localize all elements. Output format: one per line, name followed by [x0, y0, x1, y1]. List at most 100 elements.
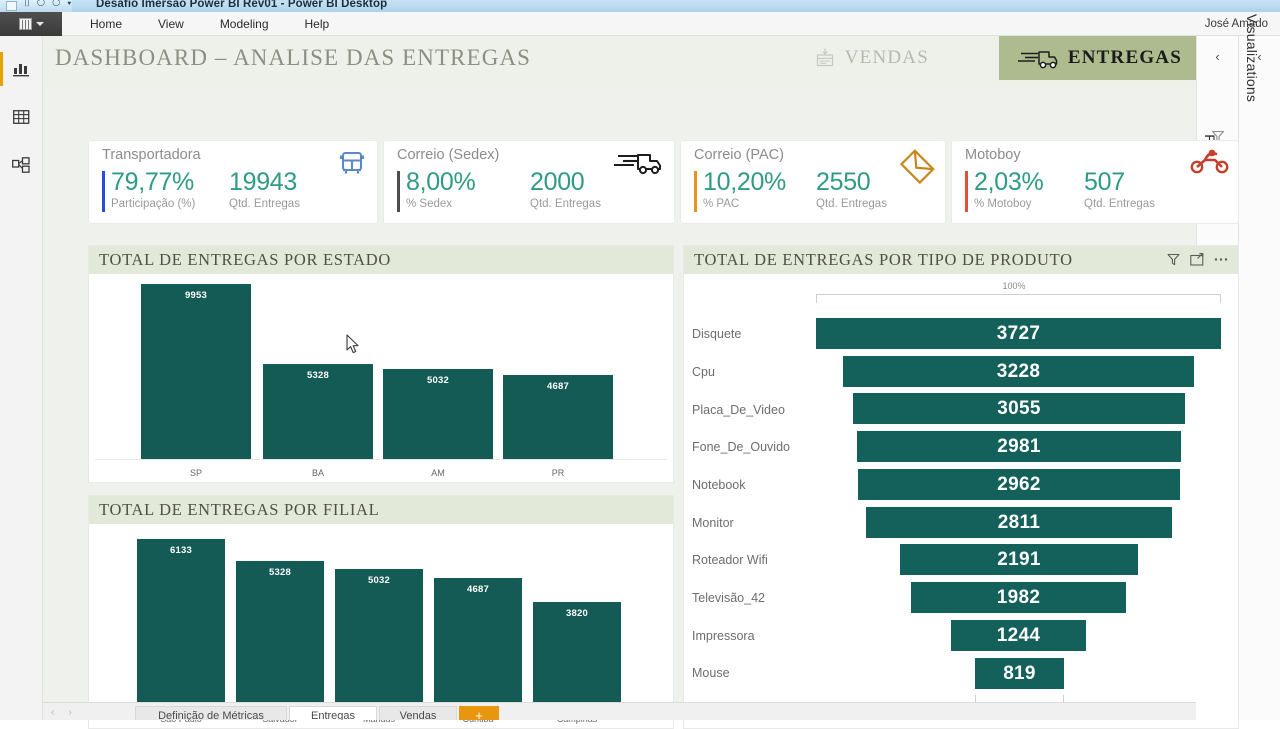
nav-label-vendas: VENDAS	[845, 47, 929, 69]
add-page-button[interactable]: +	[459, 706, 499, 720]
funnel-label-televisao-42: Televisão_42	[692, 590, 765, 606]
bar-salvador[interactable]: 5328	[236, 561, 324, 706]
kpi-metric-2-label: Qtd. Entregas	[1084, 198, 1155, 210]
truck-front-icon	[337, 149, 367, 184]
bar-am[interactable]: 5032	[383, 369, 493, 460]
kpi-metric-2-label: Qtd. Entregas	[816, 198, 887, 210]
visual-entregas-por-filial[interactable]: TOTAL DE ENTREGAS POR FILIAL 6133 5328 5…	[88, 495, 674, 729]
funnel-value: 2962	[997, 474, 1040, 496]
x-axis-line	[95, 459, 667, 460]
bar-manaus[interactable]: 5032	[335, 569, 423, 706]
funnel-bar-roteador-wifi[interactable]: 2191	[900, 544, 1138, 575]
funnel-value: 819	[1003, 663, 1036, 685]
visual-title: TOTAL DE ENTREGAS POR TIPO DE PRODUTO	[694, 250, 1073, 270]
visual-body: 9953 5328 5032 4687 SP	[89, 274, 673, 482]
ribbon-tab-home[interactable]: Home	[72, 12, 140, 36]
nav-button-vendas[interactable]: VENDAS	[800, 36, 943, 80]
bar-ba[interactable]: 5328	[263, 364, 373, 460]
funnel-bar-monitor[interactable]: 2811	[866, 507, 1172, 538]
kpi-title: Transportadora	[102, 147, 201, 163]
bar-value: 5328	[263, 370, 373, 381]
file-menu-icon	[19, 18, 32, 30]
kpi-title: Correio (Sedex)	[397, 147, 499, 163]
bar-sao-paulo[interactable]: 6133	[137, 539, 225, 706]
visual-header: TOTAL DE ENTREGAS POR ESTADO	[89, 246, 673, 274]
kpi-title: Correio (PAC)	[694, 147, 784, 163]
tab-next-arrow[interactable]: ›	[68, 707, 71, 718]
column-chart-filial: 6133 5328 5032 4687 3820 Sã	[89, 524, 673, 728]
x-tick-sp: SP	[141, 468, 251, 478]
page-tab-definicao-de-metricas[interactable]: Definição de Métricas	[135, 706, 287, 720]
bar-sp[interactable]: 9953	[141, 284, 251, 460]
funnel-label-mouse: Mouse	[692, 665, 730, 681]
plot-area: 9953 5328 5032 4687	[89, 274, 673, 460]
funnel-bar-fone-de-ouvido[interactable]: 2981	[857, 431, 1181, 462]
focus-mode-icon[interactable]	[1186, 249, 1208, 270]
file-menu-button[interactable]	[0, 12, 62, 36]
kpi-metric-1-label: Participação (%)	[111, 198, 195, 210]
visual-title: TOTAL DE ENTREGAS POR FILIAL	[99, 500, 379, 520]
page-tab-entregas[interactable]: Entregas	[289, 706, 377, 720]
visual-entregas-por-tipo-produto[interactable]: TOTAL DE ENTREGAS POR TIPO DE PRODUTO	[683, 245, 1239, 729]
funnel-value: 3727	[997, 323, 1040, 345]
bar-pr[interactable]: 4687	[503, 375, 613, 460]
window-title: Desafio Imersão Power BI Rev01 - Power B…	[96, 0, 516, 11]
funnel-bar-placa-de-video[interactable]: 3055	[853, 393, 1185, 424]
kpi-metric-2-label: Qtd. Entregas	[530, 198, 601, 210]
kpi-accent-bar	[397, 171, 400, 212]
ribbon-tab-view[interactable]: View	[140, 12, 202, 36]
funnel-top-bracket	[816, 294, 1221, 303]
kpi-metric-2-value: 19943	[229, 169, 300, 196]
chevron-left-icon[interactable]: ‹	[1215, 50, 1219, 63]
window-title-bar: ⌷ ↻ ↺ ▾ Desafio Imersão Power BI Rev01 -…	[0, 0, 1280, 12]
bar-chart-icon	[13, 61, 31, 77]
kpi-accent-bar	[965, 171, 968, 212]
funnel-bar-notebook[interactable]: 2962	[858, 469, 1180, 500]
kpi-metric-2-value: 2550	[816, 169, 887, 196]
filter-icon[interactable]	[1162, 249, 1184, 270]
kpi-metric-2-value: 2000	[530, 169, 601, 196]
nav-button-entregas[interactable]: ENTREGAS	[999, 36, 1196, 80]
kpi-card-transportadora[interactable]: Transportadora 79,77% Participação (%) 1…	[88, 140, 378, 224]
sidebar-item-data-view[interactable]	[0, 94, 43, 140]
bar-curitiba[interactable]: 4687	[434, 578, 522, 706]
ribbon-tab-modeling[interactable]: Modeling	[202, 12, 287, 36]
bar-value: 5328	[236, 567, 324, 578]
visual-header-icons	[1162, 249, 1232, 270]
funnel-bar-disquete[interactable]: 3727	[816, 318, 1221, 349]
model-relationships-icon	[12, 157, 31, 174]
funnel-label-cpu: Cpu	[692, 364, 715, 380]
funnel-value: 1982	[997, 587, 1040, 609]
funnel-bar-cpu[interactable]: 3228	[843, 356, 1194, 387]
nav-label-entregas: ENTREGAS	[1068, 47, 1182, 69]
more-options-icon[interactable]	[1210, 249, 1232, 270]
visualizations-pane-collapsed[interactable]: ‹ Visualizations	[1238, 36, 1280, 720]
table-icon	[13, 109, 30, 125]
sidebar-item-report-view[interactable]	[0, 46, 43, 92]
funnel-label-placa-de-video: Placa_De_Video	[692, 402, 785, 418]
tab-nav-arrows[interactable]: ‹ ›	[51, 703, 72, 720]
visual-title: TOTAL DE ENTREGAS POR ESTADO	[99, 250, 391, 270]
kpi-metric-1-value: 2,03%	[974, 169, 1043, 196]
tab-prev-arrow[interactable]: ‹	[51, 707, 54, 718]
kpi-card-motoboy[interactable]: Motoboy 2,03% % Motoboy 507 Qtd. Entrega…	[951, 140, 1239, 224]
ribbon-tab-help[interactable]: Help	[287, 12, 348, 36]
funnel-value: 2981	[997, 436, 1040, 458]
bar-campinas[interactable]: 3820	[533, 602, 621, 706]
x-tick-pr: PR	[503, 468, 613, 478]
funnel-bar-impressora[interactable]: 1244	[951, 620, 1086, 651]
kpi-card-correio-sedex[interactable]: Correio (Sedex) 8,00% % Sedex 2000 Qtd. …	[383, 140, 675, 224]
quick-access-toolbar[interactable]: ⌷ ↻ ↺ ▾	[24, 0, 73, 9]
report-canvas: DASHBOARD – ANALISE DAS ENTREGAS VENDAS …	[43, 36, 1196, 720]
kpi-metric-2-value: 507	[1084, 169, 1155, 196]
visualizations-pane-label: Visualizations	[1244, 14, 1260, 102]
bar-value: 5032	[335, 575, 423, 586]
kpi-card-correio-pac[interactable]: Correio (PAC) 10,20% % PAC 2550 Qtd. Ent…	[680, 140, 946, 224]
page-tab-vendas[interactable]: Vendas	[379, 706, 457, 720]
sidebar-item-model-view[interactable]	[0, 142, 43, 188]
bar-value: 9953	[141, 290, 251, 301]
funnel-bar-televisao-42[interactable]: 1982	[911, 582, 1126, 613]
visual-entregas-por-estado[interactable]: TOTAL DE ENTREGAS POR ESTADO 9953 5328 5…	[88, 245, 674, 483]
funnel-bar-mouse[interactable]: 819	[975, 658, 1064, 689]
x-tick-ba: BA	[263, 468, 373, 478]
